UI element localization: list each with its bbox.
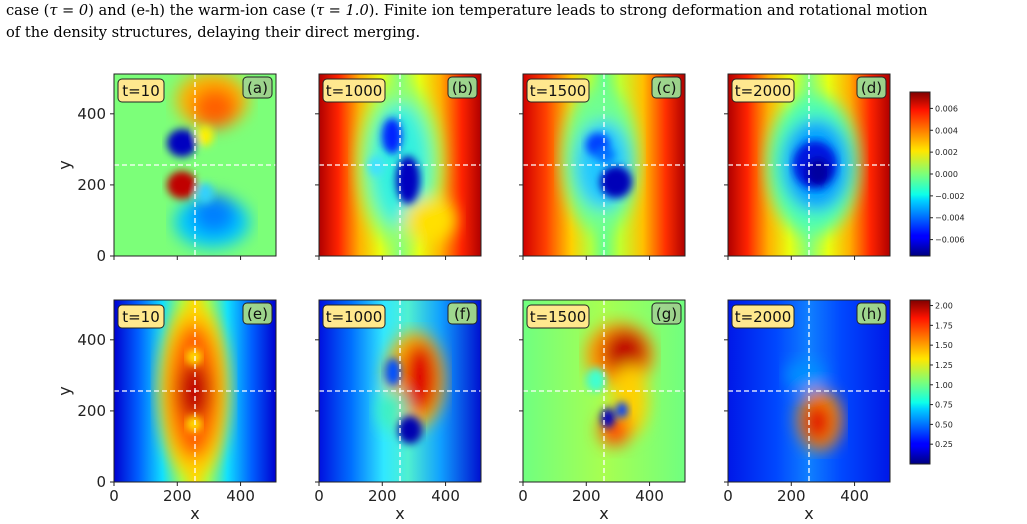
panel-a-time-badge — [117, 78, 165, 103]
colorbar-tick-label: −0.002 — [935, 192, 965, 201]
colorbar-top — [909, 91, 931, 257]
xtick-label: 200 — [368, 487, 397, 505]
panel-f-frame — [318, 299, 482, 483]
xtick-label: 400 — [840, 487, 869, 505]
caption-line-1: case (τ = 0) and (e-h) the warm-ion case… — [6, 0, 1024, 22]
panel-g-label-badge — [651, 302, 682, 325]
xtick-label: 200 — [163, 487, 192, 505]
panel-d-frame — [727, 73, 891, 257]
ytick-label: 400 — [77, 105, 106, 123]
panel-h-frame — [727, 299, 891, 483]
ytick-label: 0 — [96, 247, 106, 265]
panel-h-label: (h) — [861, 305, 882, 323]
xlabel: x — [804, 504, 813, 523]
panel-e-label-badge — [242, 302, 273, 325]
panel-b-label-badge — [447, 76, 478, 99]
colorbar-tick-label: 0.006 — [935, 104, 958, 113]
colorbar-tick-label: 0.002 — [935, 148, 958, 157]
panel-g-time-label: t=1500 — [530, 308, 587, 326]
colorbar-tick-label: 0.50 — [935, 420, 953, 429]
figure-caption: case (τ = 0) and (e-h) the warm-ion case… — [6, 0, 1024, 44]
xtick-label: 0 — [314, 487, 324, 505]
panel-b-label: (b) — [452, 79, 473, 97]
colorbar-tick-label: 0.25 — [935, 440, 953, 449]
colorbar-tick-label: 1.75 — [935, 321, 953, 330]
panel-d-time-badge — [731, 78, 795, 103]
colorbar-tick-label: 1.25 — [935, 361, 953, 370]
panel-e-label: (e) — [247, 305, 268, 323]
ytick-label: 200 — [77, 176, 106, 194]
panel-f-time-badge — [322, 304, 386, 329]
panel-d-time-label: t=2000 — [735, 82, 792, 100]
caption-text: ). Finite ion temperature leads to stron… — [368, 2, 928, 19]
xtick-label: 0 — [109, 487, 119, 505]
panel-b-time-label: t=1000 — [326, 82, 383, 100]
panel-b-frame — [318, 73, 482, 257]
xlabel: x — [395, 504, 404, 523]
caption-text: case ( — [6, 2, 50, 19]
xlabel: x — [190, 504, 199, 523]
ytick-label: 200 — [77, 402, 106, 420]
xtick-label: 200 — [777, 487, 806, 505]
panel-g-label: (g) — [656, 305, 677, 323]
panel-e-frame — [113, 299, 277, 483]
xtick-label: 200 — [572, 487, 601, 505]
colorbar-tick-label: −0.006 — [935, 236, 965, 245]
xtick-label: 400 — [635, 487, 664, 505]
xtick-label: 0 — [723, 487, 733, 505]
panel-e-time-label: t=10 — [122, 308, 160, 326]
xtick-label: 400 — [431, 487, 460, 505]
panel-b-time-badge — [322, 78, 386, 103]
panel-f-label-badge — [447, 302, 478, 325]
panel-h-label-badge — [856, 302, 887, 325]
caption-line-2: of the density structures, delaying thei… — [6, 24, 421, 41]
panel-c-frame — [522, 73, 686, 257]
caption-math: τ = 1.0 — [315, 2, 369, 19]
panel-a-heatmap — [114, 74, 276, 256]
panel-d-label-badge — [856, 76, 887, 99]
ylabel: y — [55, 386, 74, 395]
panel-f-label: (f) — [454, 305, 471, 323]
colorbar-tick-label: 0.004 — [935, 126, 958, 135]
panel-c-label: (c) — [657, 79, 677, 97]
caption-math: τ = 0 — [49, 2, 89, 19]
caption-text: ) and (e-h) the warm-ion case ( — [88, 2, 316, 19]
panel-f-time-label: t=1000 — [326, 308, 383, 326]
panel-g-frame — [522, 299, 686, 483]
panel-a-label-badge — [242, 76, 273, 99]
colorbar-tick-label: 1.00 — [935, 381, 953, 390]
panel-h-time-label: t=2000 — [735, 308, 792, 326]
ytick-label: 0 — [96, 473, 106, 491]
panel-a-frame — [113, 73, 277, 257]
colorbar-tick-label: 1.50 — [935, 341, 953, 350]
xtick-label: 400 — [226, 487, 255, 505]
xlabel: x — [599, 504, 608, 523]
colorbar-tick-label: 0.000 — [935, 170, 958, 179]
panel-h-time-badge — [731, 304, 795, 329]
panel-g-time-badge — [526, 304, 590, 329]
colorbar-tick-label: 2.00 — [935, 302, 953, 311]
colorbar-tick-label: −0.004 — [935, 214, 965, 223]
panel-c-time-badge — [526, 78, 590, 103]
panel-d-label: (d) — [861, 79, 882, 97]
panel-c-label-badge — [651, 76, 682, 99]
panel-c-time-label: t=1500 — [530, 82, 587, 100]
panel-a-label: (a) — [247, 79, 268, 97]
panel-a-time-label: t=10 — [122, 82, 160, 100]
xtick-label: 0 — [518, 487, 528, 505]
panel-e-time-badge — [117, 304, 165, 329]
ytick-label: 400 — [77, 331, 106, 349]
ylabel: y — [55, 160, 74, 169]
colorbar-tick-label: 0.75 — [935, 401, 953, 410]
colorbar-bottom — [909, 299, 931, 465]
